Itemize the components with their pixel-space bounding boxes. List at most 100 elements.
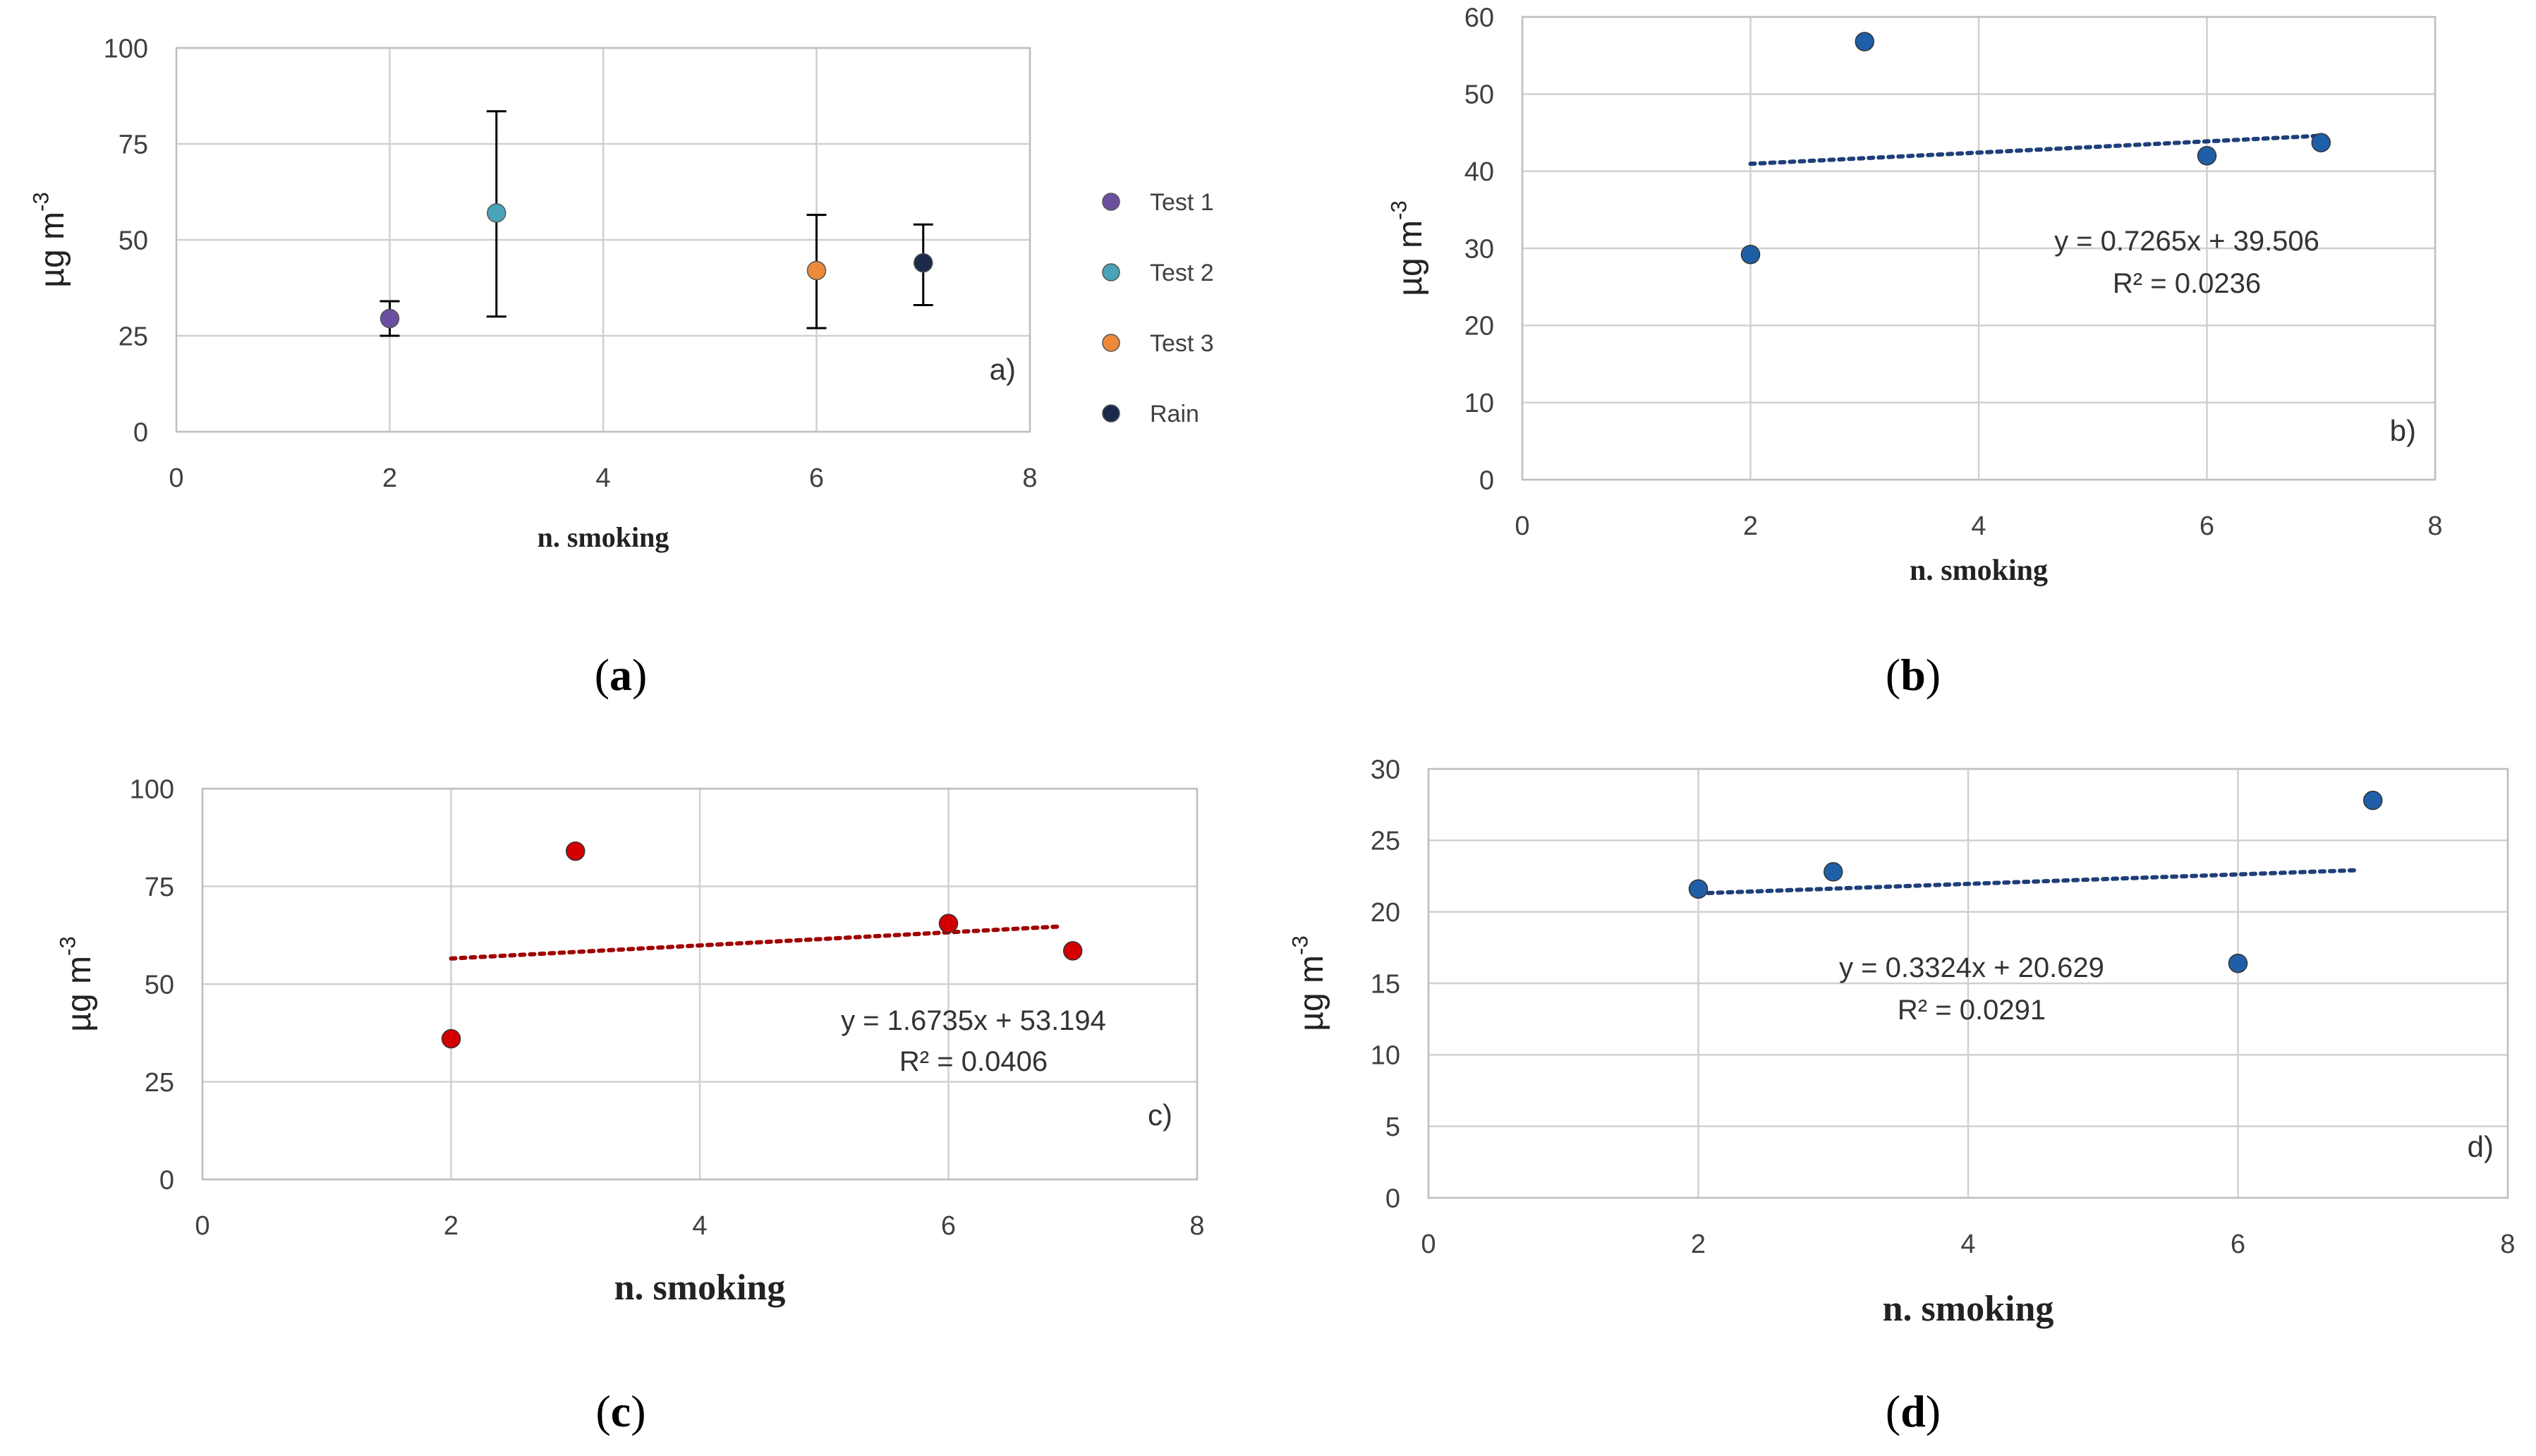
- legend-marker: [1102, 193, 1120, 211]
- x-tick-label: 2: [1691, 1230, 1706, 1259]
- x-tick-label: 8: [1022, 463, 1037, 493]
- legend-marker: [1102, 404, 1120, 423]
- chart-a: 0 25 50 75 100 0 2 4 6 8 n. smoking µg m-3 Test 1 Tes…: [28, 34, 1213, 700]
- data-point: [1824, 862, 1843, 882]
- data-point: [566, 841, 586, 861]
- legend-label: Test 3: [1150, 330, 1214, 357]
- trendline: [1696, 868, 2362, 896]
- chart-c: 0 25 50 75 100 0 2 4 6 8 n. smoking µg m-3 y = 1.673…: [55, 775, 1204, 1436]
- data-point: [914, 253, 933, 273]
- y-tick-label: 0: [1479, 466, 1494, 495]
- y-tick-label: 75: [119, 130, 148, 159]
- plot-area: [175, 47, 1031, 433]
- y-axis-label: µg m-3: [1386, 200, 1429, 296]
- y-tick-label: 30: [1464, 234, 1494, 264]
- panel-caption: (c): [595, 1386, 645, 1436]
- r-squared: R² = 0.0291: [1898, 995, 2046, 1026]
- x-tick-label: 2: [444, 1211, 459, 1241]
- x-tick-label: 2: [1743, 511, 1758, 541]
- chart-b: 0 10 20 30 40 50 60 0 2 4 6 8 n. smoking µg m-3 y = 0.…: [1386, 3, 2442, 700]
- x-tick-label: 6: [2200, 511, 2214, 541]
- x-tick-label: 2: [382, 463, 397, 493]
- y-tick-label: 50: [145, 970, 174, 1000]
- x-axis-label: n. smoking: [1883, 1289, 2054, 1329]
- plot-area: [201, 787, 1199, 1181]
- trendline: [1748, 133, 2324, 166]
- trend-equation: y = 0.7265x + 39.506: [2054, 226, 2319, 257]
- y-tick-label: 0: [159, 1165, 174, 1195]
- data-point: [380, 308, 400, 329]
- x-tick-label: 8: [2500, 1230, 2515, 1259]
- y-tick-label: 50: [1464, 80, 1494, 110]
- data-point: [806, 260, 827, 281]
- y-tick-label: 10: [1464, 389, 1494, 418]
- x-tick-label: 6: [941, 1211, 956, 1241]
- x-axis-label: n. smoking: [614, 1268, 786, 1308]
- y-tick-label: 100: [130, 775, 174, 804]
- panel-label: d): [2468, 1130, 2494, 1163]
- trend-equation: y = 0.3324x + 20.629: [1839, 952, 2104, 983]
- x-tick-label: 4: [692, 1211, 707, 1241]
- legend-label: Test 1: [1150, 189, 1214, 216]
- x-tick-label: 0: [1515, 511, 1529, 541]
- y-tick-label: 10: [1371, 1041, 1400, 1071]
- x-tick-label: 8: [2427, 511, 2442, 541]
- plot-area: [1427, 768, 2509, 1199]
- y-tick-label: 25: [1371, 827, 1400, 856]
- y-tick-label: 25: [119, 322, 148, 351]
- y-tick-label: 30: [1371, 755, 1400, 784]
- data-point: [2311, 133, 2331, 152]
- y-tick-label: 0: [1385, 1184, 1400, 1213]
- panel-label: b): [2390, 414, 2416, 447]
- data-point: [2197, 146, 2217, 166]
- trendline: [449, 924, 1063, 961]
- data-point: [2363, 790, 2383, 811]
- r-squared: R² = 0.0236: [2113, 268, 2261, 299]
- x-tick-label: 0: [169, 463, 183, 493]
- panel-label: a): [990, 353, 1016, 386]
- panel-caption: (d): [1886, 1386, 1941, 1436]
- r-squared: R² = 0.0406: [899, 1046, 1048, 1077]
- x-tick-label: 0: [195, 1211, 210, 1241]
- y-tick-label: 20: [1371, 898, 1400, 928]
- legend-label: Rain: [1150, 401, 1199, 427]
- y-tick-label: 25: [145, 1068, 174, 1098]
- data-point: [487, 203, 506, 223]
- data-point: [1063, 941, 1083, 961]
- trend-equation: y = 1.6735x + 53.194: [841, 1005, 1106, 1036]
- x-tick-label: 4: [1971, 511, 1986, 541]
- x-axis-label: n. smoking: [1910, 554, 2048, 587]
- x-tick-label: 0: [1421, 1230, 1436, 1259]
- legend-marker: [1102, 263, 1120, 281]
- data-point: [1740, 244, 1761, 265]
- y-axis-label: µg m-3: [55, 936, 98, 1031]
- data-point: [1855, 32, 1874, 51]
- x-tick-label: 4: [1960, 1230, 1975, 1259]
- y-tick-label: 0: [133, 418, 148, 447]
- panel-caption: (b): [1886, 650, 1941, 700]
- y-tick-label: 20: [1464, 312, 1494, 341]
- legend-marker: [1102, 334, 1120, 352]
- y-tick-label: 50: [119, 226, 148, 255]
- y-tick-label: 75: [145, 873, 174, 902]
- data-point: [1688, 879, 1709, 899]
- data-point: [2228, 953, 2248, 973]
- legend-label: Test 2: [1150, 260, 1214, 286]
- y-tick-label: 5: [1385, 1112, 1400, 1142]
- y-tick-label: 15: [1371, 969, 1400, 999]
- chart-d: 0 5 10 15 20 25 30 0 2 4 6 8 n. smoking µg m-3 y = 0.3…: [1287, 755, 2515, 1436]
- panel-label: c): [1148, 1098, 1172, 1132]
- x-tick-label: 6: [2231, 1230, 2245, 1259]
- x-tick-label: 4: [595, 463, 610, 493]
- x-axis-label: n. smoking: [538, 521, 669, 553]
- y-tick-label: 60: [1464, 3, 1494, 32]
- x-tick-label: 8: [1189, 1211, 1204, 1241]
- plot-area: [1521, 16, 2437, 481]
- panel-caption: (a): [595, 650, 648, 700]
- y-axis-label: µg m-3: [1287, 935, 1330, 1031]
- data-point: [938, 914, 959, 933]
- x-tick-label: 6: [809, 463, 824, 493]
- y-tick-label: 100: [104, 34, 148, 63]
- data-point: [441, 1029, 461, 1049]
